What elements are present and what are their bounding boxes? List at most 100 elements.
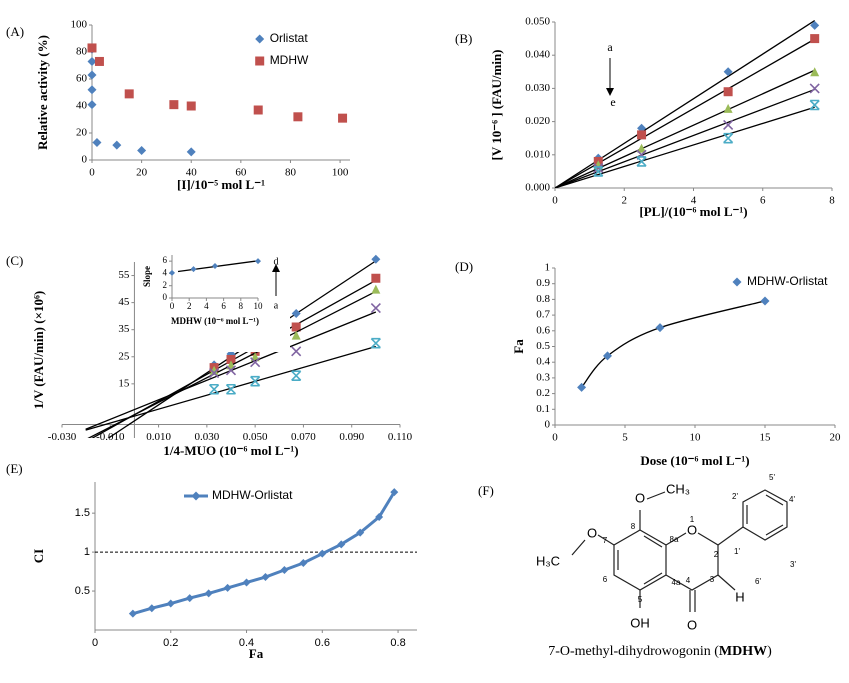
legend-marker: [255, 56, 265, 66]
data-point: [87, 43, 97, 53]
x-tick-label: 0.6: [315, 637, 330, 649]
legend-label: MDHW-Orlistat: [747, 274, 828, 288]
data-point: [87, 56, 97, 66]
data-point: [577, 382, 587, 392]
x-tick-label: 0: [552, 432, 558, 444]
atom-number: 2': [732, 492, 738, 501]
chart-panel: -0.030-0.0100.0100.0300.0500.0700.0900.1…: [6, 253, 413, 458]
x-tick-label: 0.030: [194, 431, 219, 443]
data-point: [94, 56, 104, 66]
y-tick-label: 35: [118, 323, 130, 335]
chart-panel: 0 5 10 15 20 0 0.1 0.2 0.3 0.4 0.5 0.6 0.7 0.8 0.9 1 Dos…: [455, 259, 841, 468]
series-line: [132, 491, 396, 616]
chart-panel: 0 2 4 6 8 0.000 0.010 0.020 0.030 0.040 0.050 [PL]/…: [455, 16, 835, 219]
y-tick-label: 0.3: [536, 371, 550, 383]
atom-number: 1': [734, 547, 740, 556]
atom-label: O: [635, 490, 645, 505]
atom-number: 8: [631, 522, 636, 531]
x-tick-label: 0.110: [388, 431, 413, 443]
atom-number: 4: [686, 576, 691, 585]
data-point: [253, 105, 263, 115]
data-point: [147, 604, 156, 613]
legend-marker: [732, 277, 742, 287]
data-point: [242, 578, 251, 587]
x-tick-label: 8: [239, 301, 244, 311]
atom-number: 5': [769, 473, 775, 482]
atom-label: O: [687, 617, 697, 632]
panel-label: (C): [6, 253, 23, 268]
trend-line: [555, 106, 815, 188]
data-point: [593, 166, 604, 177]
y-tick-label: 0.6: [536, 324, 550, 336]
data-point: [371, 273, 381, 283]
x-tick-label: 0.050: [243, 431, 268, 443]
atom-number: 6': [755, 577, 761, 586]
data-point: [810, 67, 820, 77]
x-axis-label: [I]/10⁻⁵ mol L⁻¹: [177, 177, 265, 192]
data-point: [809, 83, 820, 94]
data-point: [87, 70, 97, 80]
x-tick-label: 6: [760, 195, 766, 207]
y-tick-label: 25: [118, 350, 130, 362]
y-tick-label: 0.000: [525, 182, 550, 194]
data-point: [809, 99, 820, 111]
x-axis-label: Fa: [249, 646, 264, 661]
y-tick-label: 0.7: [536, 309, 550, 321]
data-point: [225, 365, 237, 376]
x-tick-label: 0: [552, 195, 558, 207]
x-tick-label: 0: [170, 301, 175, 311]
y-tick-label: 0.1: [536, 403, 550, 415]
legend-marker: [191, 491, 201, 501]
y-tick-label: 45: [118, 296, 130, 308]
y-tick-label: 0.5: [75, 585, 90, 597]
caption-part: ): [767, 644, 772, 659]
data-point: [186, 101, 196, 111]
panel-label: (D): [455, 259, 473, 274]
y-axis-label: Fa: [511, 339, 526, 354]
x-tick-label: 2: [622, 195, 628, 207]
x-axis-label: Dose (10⁻⁶ mol L⁻¹): [640, 453, 749, 468]
data-point: [760, 296, 770, 306]
data-point: [112, 140, 122, 150]
x-tick-label: 0: [92, 637, 98, 649]
data-point: [810, 34, 820, 44]
y-tick-label: 0.010: [525, 148, 550, 160]
data-point: [185, 594, 194, 603]
x-tick-label: 6: [221, 301, 226, 311]
y-tick-label: 20: [76, 127, 88, 139]
data-point: [723, 119, 734, 130]
data-point: [655, 323, 665, 333]
y-tick-label: 2: [163, 280, 168, 290]
x-tick-label: -0.030: [48, 431, 77, 443]
atom-number: 6: [603, 575, 608, 584]
data-point: [723, 87, 733, 97]
data-point: [318, 549, 327, 558]
x-tick-label: 40: [186, 167, 198, 179]
atom-number: 5: [638, 595, 643, 604]
panel-label: (E): [6, 461, 23, 476]
atom-number: 4': [789, 495, 795, 504]
x-tick-label: 2: [187, 301, 192, 311]
data-point: [169, 100, 179, 110]
y-tick-label: 0.050: [525, 16, 550, 28]
x-tick-label: 100: [332, 167, 349, 179]
x-tick-label: 60: [235, 167, 247, 179]
annotation: a: [274, 300, 279, 311]
data-point: [128, 609, 137, 618]
y-tick-label: 6: [163, 255, 168, 265]
x-tick-label: 4: [204, 301, 209, 311]
data-point: [338, 113, 348, 123]
x-tick-label: 8: [829, 195, 835, 207]
x-tick-label: 0.090: [339, 431, 364, 443]
data-point: [291, 370, 302, 382]
y-tick-label: 0.2: [536, 387, 550, 399]
data-point: [166, 599, 175, 608]
data-point: [723, 132, 734, 144]
caption: 7-O-methyl-dihydrowogonin (MDHW): [548, 644, 772, 659]
x-tick-label: 0.2: [163, 637, 178, 649]
x-tick-label: 0.8: [390, 637, 405, 649]
data-point: [280, 566, 289, 575]
atom-number: 2: [714, 550, 719, 559]
x-tick-label: 5: [622, 432, 628, 444]
